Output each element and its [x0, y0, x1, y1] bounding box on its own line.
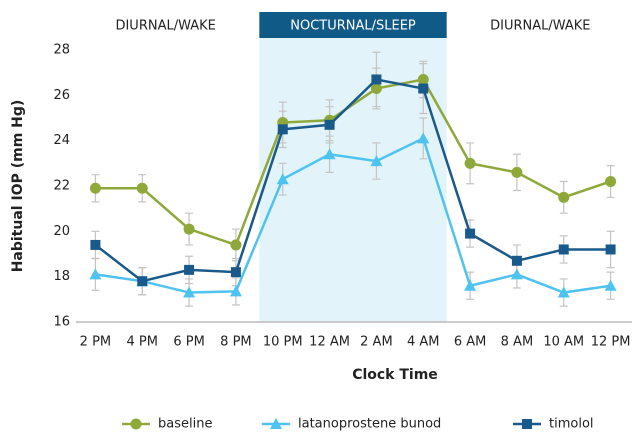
x-tick-label: 2 PM	[80, 335, 111, 350]
x-tick-label: 12 AM	[309, 335, 350, 350]
marker	[558, 244, 569, 255]
legend-marker	[130, 418, 142, 430]
marker	[323, 148, 336, 160]
marker	[230, 267, 241, 278]
x-tick-label: 10 PM	[263, 335, 303, 350]
marker	[90, 239, 101, 250]
marker	[276, 173, 289, 185]
marker	[89, 268, 102, 280]
marker	[511, 255, 522, 266]
x-tick-label: 8 PM	[220, 335, 251, 350]
y-tick-label: 22	[53, 179, 70, 194]
x-tick-label: 10 AM	[543, 335, 584, 350]
marker	[277, 124, 288, 135]
marker	[465, 228, 476, 239]
marker	[417, 132, 430, 144]
legend-label: baseline	[158, 417, 212, 432]
y-tick-label: 16	[53, 315, 70, 330]
marker	[558, 191, 570, 203]
marker	[183, 223, 195, 235]
nocturnal-shade	[259, 12, 447, 322]
series-line	[95, 136, 611, 294]
y-tick-label: 28	[53, 43, 70, 58]
x-tick-label: 8 AM	[501, 335, 534, 350]
legend-marker	[522, 419, 532, 429]
x-tick-label: 6 PM	[173, 335, 204, 350]
x-tick-label: 4 PM	[127, 335, 158, 350]
marker	[184, 264, 195, 275]
legend-label: timolol	[549, 417, 594, 432]
marker	[371, 74, 382, 85]
x-tick-label: 6 AM	[454, 335, 487, 350]
y-tick-label: 20	[53, 224, 70, 239]
x-tick-label: 2 AM	[360, 335, 393, 350]
legend-marker	[270, 418, 282, 429]
marker	[89, 182, 101, 194]
marker	[510, 268, 523, 280]
marker	[370, 83, 382, 95]
marker	[511, 166, 523, 178]
marker	[557, 286, 570, 298]
marker	[604, 279, 617, 291]
marker	[370, 155, 383, 167]
period-label: DIURNAL/WAKE	[490, 19, 590, 34]
marker	[324, 119, 335, 130]
marker	[418, 83, 429, 94]
marker	[464, 157, 476, 169]
period-label: NOCTURNAL/SLEEP	[290, 19, 416, 34]
y-tick-label: 26	[53, 88, 70, 103]
marker	[230, 239, 242, 251]
marker	[417, 73, 429, 85]
period-label: DIURNAL/WAKE	[115, 19, 215, 34]
series-line	[94, 78, 611, 283]
legend-label: latanoprostene bunod	[298, 417, 441, 432]
marker	[605, 244, 616, 255]
marker	[183, 286, 196, 298]
x-tick-label: 4 AM	[407, 335, 440, 350]
marker	[136, 182, 148, 194]
y-tick-label: 24	[53, 133, 70, 148]
marker	[229, 285, 242, 297]
series-line	[95, 78, 611, 247]
x-tick-label: 12 PM	[591, 335, 631, 350]
marker	[605, 175, 617, 187]
x-axis-label: Clock Time	[352, 367, 438, 383]
y-axis-label: Habitual IOP (mm Hg)	[10, 100, 26, 273]
marker	[137, 276, 148, 287]
y-tick-label: 18	[53, 269, 70, 284]
period-label-box	[259, 12, 447, 38]
marker	[464, 279, 477, 291]
